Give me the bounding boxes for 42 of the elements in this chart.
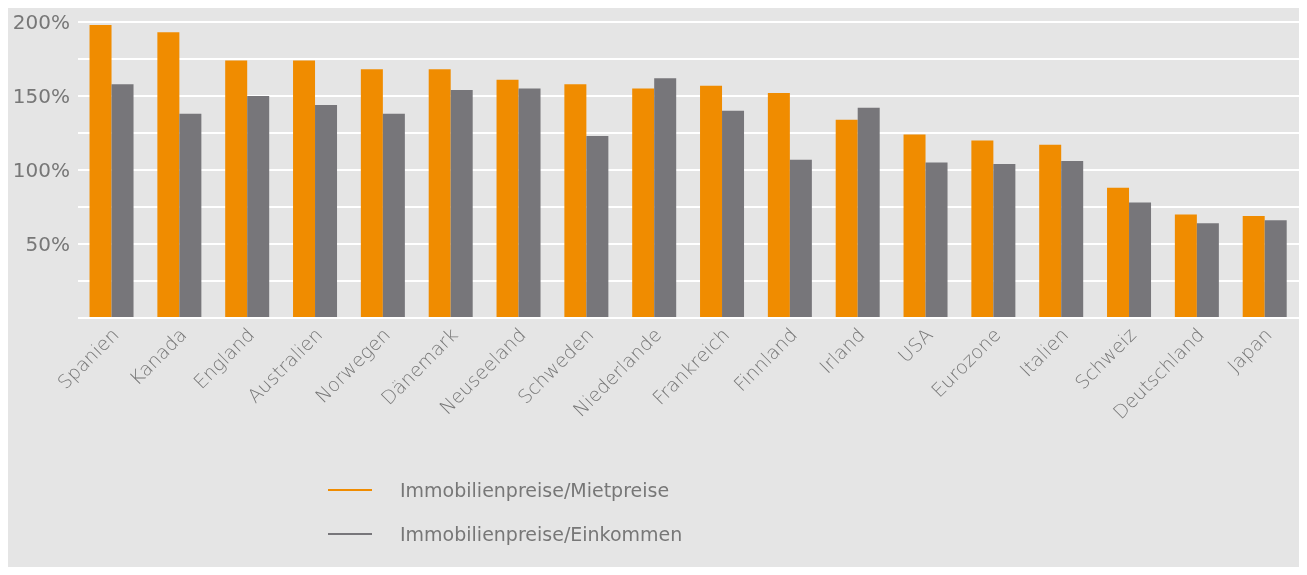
bar bbox=[700, 85, 723, 318]
bar bbox=[993, 164, 1016, 318]
bar bbox=[496, 79, 519, 318]
bar bbox=[89, 24, 112, 318]
bar bbox=[1242, 215, 1265, 318]
bar bbox=[518, 88, 541, 318]
y-tick-label: 100% bbox=[12, 158, 70, 183]
bar bbox=[179, 113, 202, 318]
bar bbox=[1129, 202, 1152, 318]
bar bbox=[157, 32, 180, 318]
bar bbox=[293, 60, 316, 318]
bar bbox=[586, 135, 609, 318]
bar bbox=[925, 162, 948, 318]
y-tick-label: 150% bbox=[12, 84, 70, 109]
bar bbox=[1264, 220, 1287, 318]
bar bbox=[111, 84, 134, 318]
bar bbox=[767, 93, 790, 318]
bar bbox=[564, 84, 587, 318]
bar bbox=[632, 88, 655, 318]
y-tick-label: 200% bbox=[12, 10, 70, 35]
y-tick-label: 50% bbox=[25, 232, 70, 257]
legend-label: Immobilienpreise/Mietpreise bbox=[400, 479, 670, 501]
bar bbox=[315, 104, 338, 318]
bar bbox=[382, 113, 405, 318]
bar bbox=[789, 159, 812, 318]
bar bbox=[971, 140, 994, 318]
bar bbox=[1061, 161, 1084, 318]
bar bbox=[857, 107, 880, 318]
bar bbox=[225, 60, 248, 318]
bar bbox=[835, 119, 858, 318]
bar bbox=[450, 90, 473, 318]
bar bbox=[1039, 144, 1062, 318]
bar bbox=[428, 69, 451, 318]
legend-label: Immobilienpreise/Einkommen bbox=[400, 523, 683, 545]
bar bbox=[247, 96, 270, 318]
bar bbox=[1107, 187, 1130, 318]
bar bbox=[360, 69, 383, 318]
bar bbox=[1196, 223, 1219, 318]
bar bbox=[722, 110, 745, 318]
bar bbox=[654, 78, 677, 318]
bar bbox=[903, 134, 926, 318]
bar bbox=[1174, 214, 1197, 318]
